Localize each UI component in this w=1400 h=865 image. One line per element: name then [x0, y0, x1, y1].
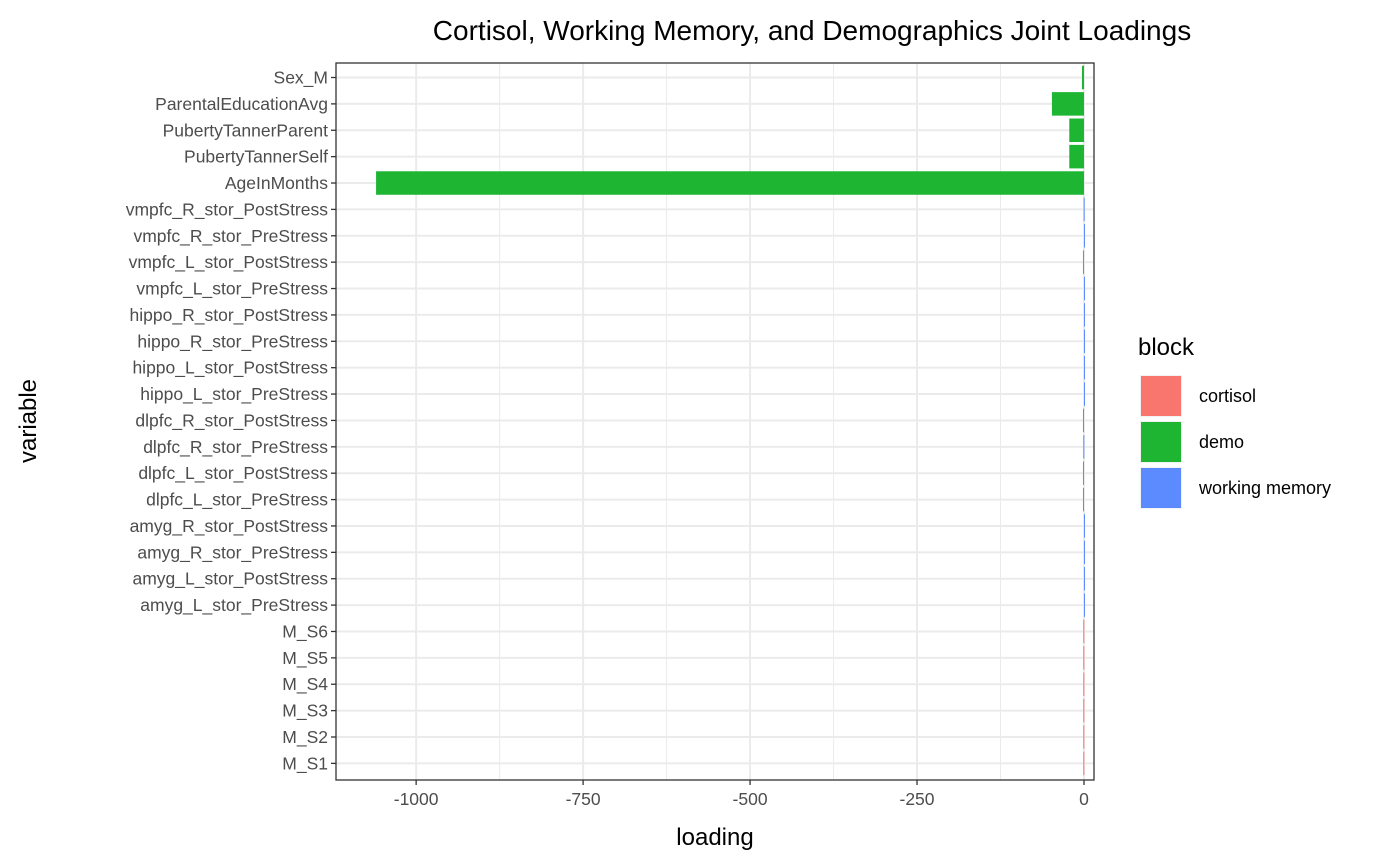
y-tick-label: hippo_R_stor_PreStress [137, 331, 328, 352]
bar-amyg_L_stor_PostStress [1083, 566, 1085, 591]
bar-hippo_R_stor_PreStress [1083, 329, 1085, 354]
bar-dlpfc_R_stor_PostStress [1082, 408, 1084, 433]
y-axis: Sex_M ParentalEducationAvg PubertyTannerPa… [126, 68, 336, 774]
y-tick-label: vmpfc_R_stor_PostStress [126, 199, 329, 220]
y-tick-label: M_S6 [282, 621, 328, 642]
chart-title: Cortisol, Working Memory, and Demographi… [433, 15, 1191, 46]
x-tick-label: 0 [1079, 789, 1089, 809]
y-tick-label: M_S2 [282, 727, 328, 748]
legend-swatch-cortisol [1141, 376, 1181, 416]
y-tick-label: M_S4 [282, 674, 328, 695]
bar-hippo_L_stor_PreStress [1083, 382, 1085, 406]
y-tick-label: dlpfc_R_stor_PostStress [135, 410, 328, 431]
y-tick-label: ParentalEducationAvg [155, 94, 328, 114]
bar-Sex_M [1081, 65, 1084, 90]
x-tick-label: -500 [733, 789, 768, 809]
y-tick-label: hippo_L_stor_PostStress [132, 358, 328, 379]
x-tick-label: -1000 [394, 789, 439, 809]
y-tick-label: amyg_L_stor_PreStress [140, 595, 328, 616]
bar-M_S3 [1083, 698, 1085, 723]
bar-M_S2 [1083, 725, 1085, 749]
bar-amyg_R_stor_PostStress [1083, 514, 1085, 538]
y-tick-label: dlpfc_R_stor_PreStress [143, 437, 328, 458]
bar-dlpfc_L_stor_PreStress [1082, 487, 1084, 512]
bar-vmpfc_L_stor_PreStress [1083, 276, 1085, 301]
y-tick-label: dlpfc_L_stor_PostStress [138, 463, 328, 484]
y-tick-label: PubertyTannerParent [163, 120, 329, 140]
y-tick-label: hippo_R_stor_PostStress [130, 305, 329, 326]
bar-ParentalEducationAvg [1051, 92, 1084, 116]
bar-M_S6 [1083, 619, 1085, 644]
y-tick-label: vmpfc_L_stor_PreStress [136, 279, 328, 300]
x-axis: -1000 -750 -500 -250 0 [394, 780, 1089, 809]
plot-border [335, 62, 1095, 781]
bar-hippo_R_stor_PostStress [1083, 303, 1085, 327]
bar-amyg_R_stor_PreStress [1083, 540, 1085, 565]
x-axis-title: loading [676, 824, 753, 851]
y-tick-label: PubertyTannerSelf [184, 147, 328, 167]
legend-label: cortisol [1199, 386, 1256, 406]
x-tick-label: -250 [900, 789, 935, 809]
y-tick-label: hippo_L_stor_PreStress [140, 384, 328, 405]
legend-title: block [1138, 334, 1195, 361]
legend-label: working memory [1198, 478, 1331, 498]
y-tick-label: Sex_M [274, 68, 328, 89]
bar-M_S5 [1083, 646, 1085, 670]
bar-hippo_L_stor_PostStress [1083, 355, 1085, 380]
bar-dlpfc_R_stor_PreStress [1083, 435, 1085, 459]
bar-PubertyTannerSelf [1069, 144, 1084, 169]
y-tick-label: amyg_R_stor_PostStress [130, 516, 329, 537]
legend-label: demo [1199, 432, 1244, 452]
y-tick-label: M_S3 [282, 701, 328, 722]
bar-M_S4 [1083, 672, 1085, 696]
legend-swatch-demo [1141, 422, 1181, 462]
y-tick-label: amyg_R_stor_PreStress [137, 542, 328, 563]
y-axis-title: variable [15, 379, 42, 463]
bar-M_S1 [1083, 751, 1085, 776]
bar-vmpfc_L_stor_PostStress [1082, 250, 1084, 274]
bar-AgeInMonths [376, 171, 1084, 195]
y-tick-label: vmpfc_R_stor_PreStress [133, 226, 328, 247]
bar-vmpfc_R_stor_PreStress [1083, 224, 1085, 248]
y-tick-label: M_S1 [282, 753, 328, 774]
bar-PubertyTannerParent [1069, 118, 1084, 143]
y-tick-label: amyg_L_stor_PostStress [132, 569, 328, 590]
bars [376, 65, 1085, 776]
y-tick-label: dlpfc_L_stor_PreStress [146, 490, 328, 511]
y-tick-label: vmpfc_L_stor_PostStress [129, 252, 329, 273]
y-tick-label: AgeInMonths [225, 173, 328, 193]
legend: block cortisol demo working memory [1138, 334, 1331, 509]
y-tick-label: M_S5 [282, 648, 328, 669]
legend-swatch-working-memory [1141, 468, 1181, 508]
plot-background [336, 63, 1094, 780]
bar-dlpfc_L_stor_PostStress [1082, 461, 1084, 485]
bar-amyg_L_stor_PreStress [1083, 593, 1085, 617]
x-tick-label: -750 [566, 789, 601, 809]
bar-vmpfc_R_stor_PostStress [1083, 197, 1085, 222]
